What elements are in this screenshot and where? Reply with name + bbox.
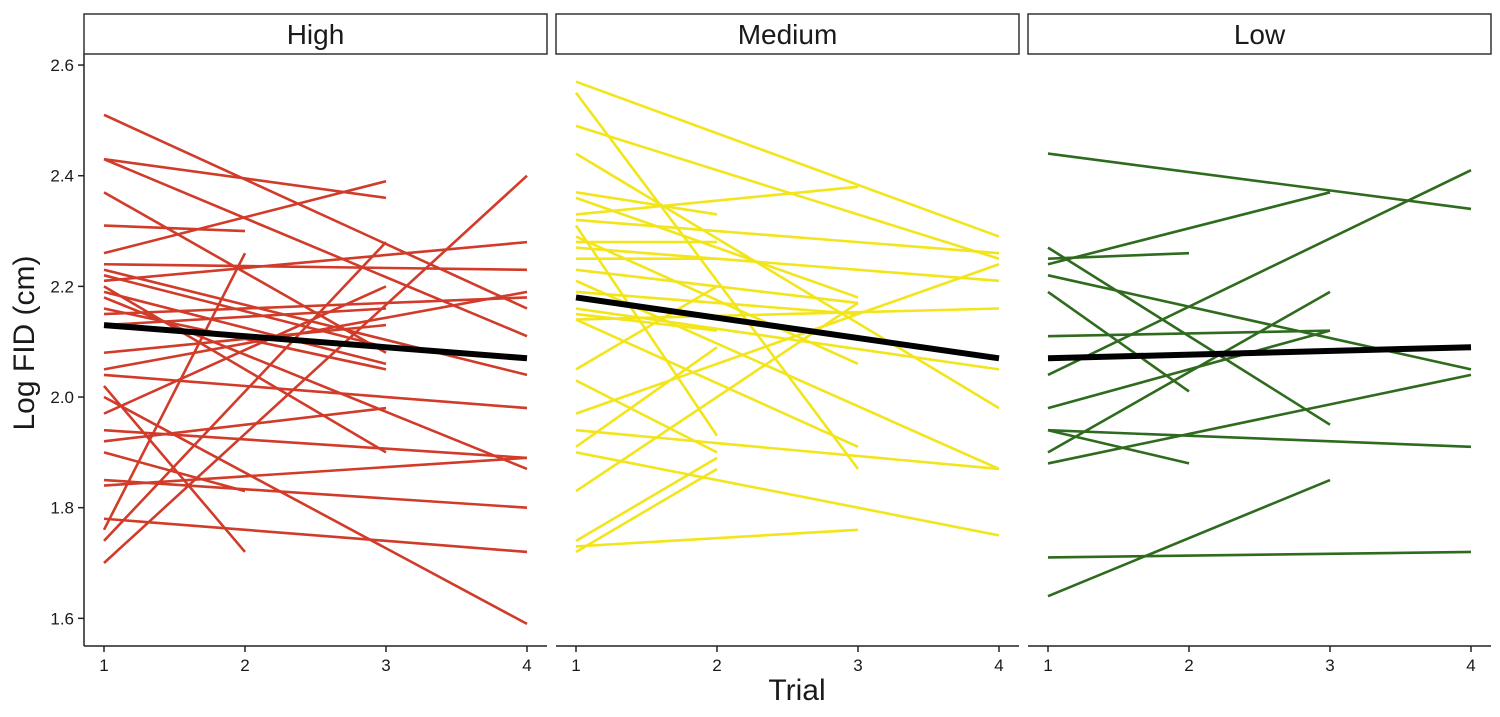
individual-line bbox=[1047, 290, 1331, 454]
x-tick-label: 3 bbox=[381, 656, 390, 675]
x-tick-label: 4 bbox=[994, 656, 1003, 675]
individual-line bbox=[103, 157, 528, 338]
x-axis-title: Trial bbox=[768, 674, 825, 707]
individual-line bbox=[574, 91, 860, 470]
individual-line bbox=[1047, 246, 1331, 426]
individual-line bbox=[103, 174, 528, 564]
individual-line bbox=[103, 456, 528, 487]
individual-line bbox=[575, 152, 1000, 410]
individual-line bbox=[575, 196, 859, 299]
x-tick-label: 2 bbox=[1184, 656, 1193, 675]
individual-line bbox=[1047, 478, 1331, 598]
individual-line bbox=[1047, 191, 1331, 266]
y-tick-label: 2.2 bbox=[50, 277, 74, 296]
individual-line bbox=[103, 478, 528, 509]
y-tick-label: 1.6 bbox=[50, 609, 74, 628]
individual-line bbox=[103, 179, 387, 255]
facet-strip bbox=[555, 13, 1020, 55]
individual-line bbox=[103, 428, 528, 460]
individual-line bbox=[103, 290, 528, 371]
individual-line bbox=[575, 318, 859, 449]
individual-line bbox=[575, 307, 1000, 321]
y-axis: 1.6 1.8 2.0 2.2 2.4 2.6 bbox=[50, 54, 85, 646]
individual-line bbox=[575, 246, 1000, 283]
individual-line bbox=[575, 185, 859, 216]
trend-line bbox=[575, 294, 1000, 362]
individual-line bbox=[1047, 550, 1472, 559]
facet-strip bbox=[83, 13, 548, 55]
individual-line bbox=[103, 113, 528, 310]
trend-line bbox=[103, 322, 528, 362]
individual-line bbox=[1047, 152, 1472, 211]
individual-line bbox=[103, 307, 387, 327]
x-tick-label: 1 bbox=[99, 656, 108, 675]
individual-line bbox=[1047, 274, 1472, 371]
individual-line bbox=[103, 517, 528, 554]
x-tick-label: 4 bbox=[522, 656, 531, 675]
individual-line bbox=[103, 451, 246, 493]
individual-line bbox=[1047, 373, 1472, 465]
y-tick-label: 1.8 bbox=[50, 499, 74, 518]
individual-line bbox=[103, 406, 387, 443]
individual-line bbox=[575, 80, 1000, 238]
facet-strip-label: Medium bbox=[738, 19, 838, 50]
panels: High 1 2 3 4 Medium 1 2 3 4 Low 1 2 3 4 bbox=[83, 13, 1492, 675]
individual-line bbox=[575, 456, 718, 542]
individual-line bbox=[575, 467, 718, 554]
x-tick-label: 2 bbox=[712, 656, 721, 675]
individual-line bbox=[575, 428, 1000, 471]
facet-strip-label: High bbox=[287, 19, 345, 50]
facet-strip-label: Low bbox=[1234, 19, 1286, 50]
individual-line bbox=[103, 395, 528, 626]
individual-line bbox=[575, 218, 1000, 255]
individual-line bbox=[103, 268, 528, 377]
x-tick-label: 4 bbox=[1466, 656, 1475, 675]
individual-line bbox=[103, 240, 528, 283]
individual-line bbox=[575, 279, 1000, 471]
individual-line bbox=[574, 224, 719, 437]
x-tick-label: 3 bbox=[1325, 656, 1334, 675]
individual-line bbox=[1047, 329, 1331, 410]
individual-line bbox=[1047, 329, 1331, 338]
individual-line bbox=[103, 290, 387, 366]
panel-medium: Medium 1 2 3 4 bbox=[555, 13, 1020, 675]
individual-line bbox=[1047, 428, 1472, 449]
individual-line bbox=[575, 528, 859, 548]
individual-line bbox=[103, 274, 387, 349]
individual-line bbox=[575, 346, 718, 448]
individual-line bbox=[103, 285, 387, 415]
panel-low: Low 1 2 3 4 bbox=[1027, 13, 1492, 675]
y-axis-title: Log FID (cm) bbox=[8, 255, 41, 430]
trend-line bbox=[1047, 344, 1472, 362]
individual-line bbox=[1047, 169, 1472, 377]
individual-line bbox=[575, 263, 1000, 415]
x-tick-label: 1 bbox=[571, 656, 580, 675]
individual-line bbox=[103, 385, 246, 553]
individual-line bbox=[102, 252, 247, 531]
individual-line bbox=[575, 301, 859, 493]
individual-line bbox=[1047, 428, 1190, 465]
individual-line bbox=[575, 191, 718, 216]
individual-line bbox=[103, 296, 528, 471]
x-tick-label: 2 bbox=[240, 656, 249, 675]
individual-line bbox=[575, 285, 718, 371]
x-tick-label: 3 bbox=[853, 656, 862, 675]
facet-strip bbox=[1027, 13, 1492, 55]
panel-high: High 1 2 3 4 bbox=[83, 13, 548, 675]
individual-line bbox=[103, 296, 528, 316]
individual-line bbox=[103, 224, 246, 233]
y-tick-label: 2.4 bbox=[50, 167, 74, 186]
y-tick-label: 2.0 bbox=[50, 388, 74, 407]
y-tick-label: 2.6 bbox=[50, 56, 74, 75]
individual-line bbox=[103, 241, 387, 542]
individual-line bbox=[575, 290, 859, 316]
x-tick-label: 1 bbox=[1043, 656, 1052, 675]
individual-line bbox=[575, 312, 718, 332]
individual-line bbox=[103, 262, 528, 272]
individual-line bbox=[103, 285, 387, 454]
individual-line bbox=[575, 451, 1000, 537]
individual-line bbox=[103, 157, 387, 200]
individual-line bbox=[575, 124, 1000, 260]
